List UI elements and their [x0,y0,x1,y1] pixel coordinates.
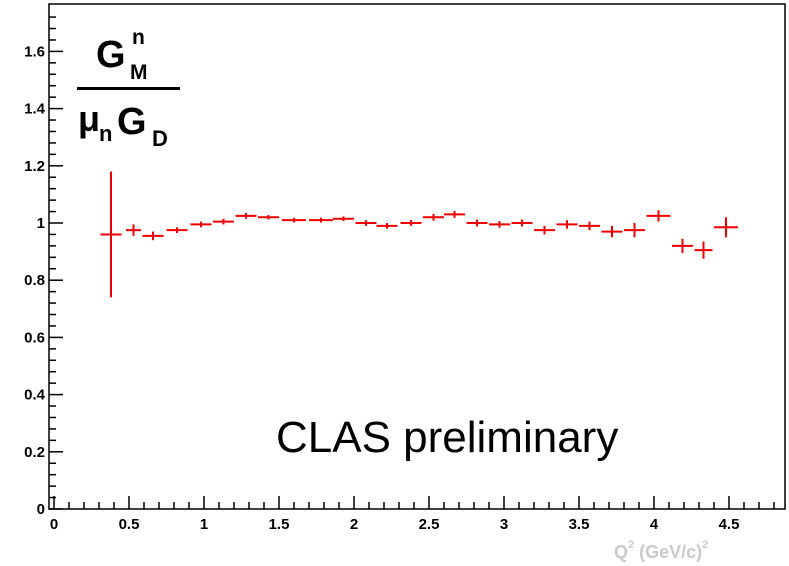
data-point [333,216,354,221]
y-tick-label: 1.6 [24,43,45,60]
svg-text:n: n [132,26,145,49]
data-point [556,220,578,229]
data-point [235,212,257,219]
data-point [376,223,398,229]
data-point [400,220,422,226]
y-title-numerator-sup: n [132,26,145,49]
plot-frame [48,3,786,510]
y-tick-label: 1 [37,215,45,232]
svg-text:n: n [99,121,112,146]
data-point [444,210,465,218]
data-point [714,217,738,238]
x-tick-label: 4.5 [719,516,740,533]
data-point [511,219,533,227]
y-tick-label: 1.2 [24,158,45,175]
data-point [166,227,188,234]
data-point [534,225,555,235]
y-tick-label: 0.2 [24,444,45,461]
x-tick-label: 2.5 [419,516,440,533]
x-title-base: Q [614,542,628,562]
x-title-sup2: 2 [702,539,708,551]
data-point [213,218,234,225]
svg-text:μ: μ [78,98,100,139]
y-title-denominator-prefix: μ [78,98,100,139]
x-tick-label: 3.5 [569,516,590,533]
data-point [579,221,600,231]
data-point [100,171,122,298]
x-tick-label: 3 [500,516,508,533]
y-tick-label: 0.4 [24,387,46,404]
annotation-clas-preliminary: CLAS preliminary [276,413,618,462]
x-tick-label: 0 [50,516,58,533]
data-point [624,223,645,238]
data-point [646,210,671,222]
x-tick-label: 1.5 [269,516,290,533]
data-point [126,224,141,236]
y-title-numerator-sub: M [130,61,148,84]
data-point [355,220,377,226]
y-title-denominator-prefix-sub: n [99,121,112,146]
y-axis: 0 0.2 0.4 0.6 0.8 1 1.2 1.4 1.6 [24,16,63,518]
x-tick-label: 4 [650,516,659,533]
y-tick-label: 0 [37,501,45,518]
y-title-denominator-base: G [117,101,147,143]
data-point [258,214,279,220]
y-axis-title: G n M μ n G D [77,26,180,151]
data-point [601,225,623,238]
data-point [142,231,164,241]
y-title-denominator-sub: D [152,126,168,151]
x-title-sup1: 2 [628,539,634,551]
y-tick-label: 0.6 [24,329,45,346]
data-point [672,238,693,254]
data-point [489,220,510,228]
y-tick-label: 1.4 [24,101,46,118]
data-point [282,217,306,223]
x-tick-label: 1 [200,516,208,533]
data-point [423,213,444,221]
svg-text:G: G [117,101,147,143]
y-title-fraction-bar [77,87,180,90]
data-point [466,219,488,227]
svg-text:D: D [152,126,168,151]
x-axis-title: Q2 (GeV/c)2 [614,539,708,562]
x-axis: 0 0.5 1 1.5 2 2.5 3 3.5 4 4.5 [50,496,775,533]
x-tick-label: 2 [350,516,358,533]
data-point [309,217,333,223]
data-point [190,221,212,228]
x-title-mid: (GeV/c) [634,542,702,562]
data-point [694,241,713,259]
svg-text:G: G [96,34,126,76]
y-title-numerator-base: G [96,34,126,76]
y-tick-label: 0.8 [24,272,45,289]
svg-text:M: M [130,61,148,84]
data-series [100,171,738,298]
x-tick-label: 0.5 [119,516,140,533]
